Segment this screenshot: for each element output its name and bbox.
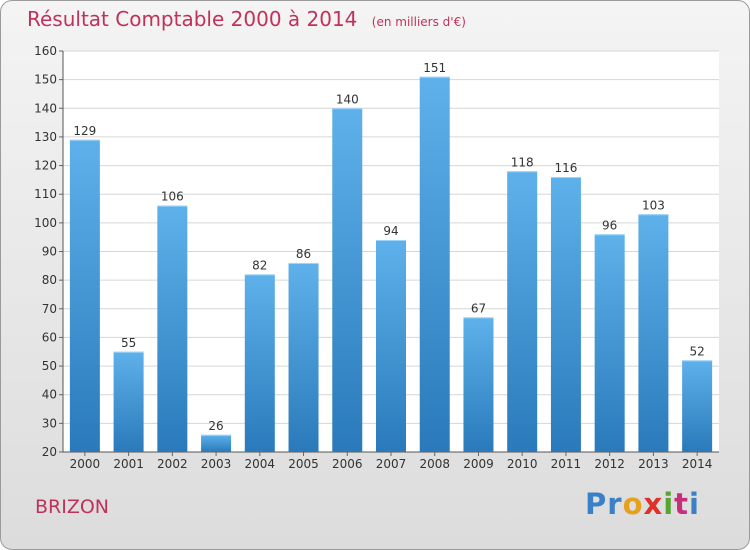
bar-value-label: 52	[689, 344, 704, 358]
bar	[69, 139, 100, 453]
x-tick-label: 2013	[638, 457, 669, 471]
y-tick-label: 70	[42, 302, 57, 316]
y-tick-label: 160	[34, 44, 57, 58]
logo-part: o	[622, 487, 644, 521]
bar	[157, 205, 188, 452]
x-tick-label: 2000	[70, 457, 101, 471]
bar-value-label: 86	[296, 247, 311, 261]
bar-value-label: 129	[73, 124, 96, 138]
bar-value-label: 116	[554, 161, 577, 175]
bar	[594, 234, 625, 452]
x-tick-label: 2006	[332, 457, 363, 471]
y-tick-label: 140	[34, 101, 57, 115]
x-tick-label: 2005	[288, 457, 319, 471]
y-tick-label: 40	[42, 388, 57, 402]
x-tick-label: 2009	[463, 457, 494, 471]
bar	[507, 171, 538, 453]
bar-value-label: 94	[383, 224, 398, 238]
town-name: BRIZON	[35, 496, 110, 518]
unit-note: (en milliers d'€)	[371, 15, 466, 29]
y-tick-label: 60	[42, 330, 57, 344]
bar	[419, 76, 450, 453]
title-text: Résultat Comptable 2000 à 2014	[27, 7, 358, 31]
x-tick-label: 2007	[376, 457, 407, 471]
x-tick-label: 2011	[551, 457, 582, 471]
y-tick-label: 100	[34, 216, 57, 230]
x-tick-label: 2004	[245, 457, 276, 471]
bar	[638, 214, 669, 452]
y-tick-label: 30	[42, 416, 57, 430]
x-tick-label: 2010	[507, 457, 538, 471]
bar-value-label: 82	[252, 258, 267, 272]
bar-value-label: 103	[642, 198, 665, 212]
y-tick-label: 130	[34, 130, 57, 144]
bar	[550, 177, 581, 452]
y-tick-label: 80	[42, 273, 57, 287]
bar-value-label: 140	[336, 92, 359, 106]
x-tick-label: 2012	[594, 457, 625, 471]
logo-part: t	[674, 487, 690, 521]
y-tick-label: 110	[34, 187, 57, 201]
x-tick-label: 2002	[157, 457, 188, 471]
x-tick-label: 2008	[419, 457, 450, 471]
logo-part: Pr	[585, 487, 623, 521]
chart-title: Résultat Comptable 2000 à 2014 (en milli…	[27, 7, 466, 31]
bar-value-label: 106	[161, 190, 184, 204]
bar	[288, 262, 319, 452]
bar-value-label: 55	[121, 336, 136, 350]
y-tick-label: 90	[42, 245, 57, 259]
bar	[332, 108, 363, 453]
logo-part: i	[689, 487, 700, 521]
x-tick-label: 2014	[682, 457, 713, 471]
bar	[244, 274, 275, 452]
bar	[113, 351, 144, 452]
y-tick-label: 50	[42, 359, 57, 373]
proxiti-logo: Proxiti	[585, 487, 700, 521]
x-tick-label: 2003	[201, 457, 232, 471]
logo-part: i	[663, 487, 675, 521]
logo-part: x	[643, 487, 664, 521]
y-tick-label: 150	[34, 73, 57, 87]
bar-value-label: 26	[208, 419, 223, 433]
bar	[682, 360, 713, 452]
y-tick-label: 20	[42, 445, 57, 459]
bar	[376, 240, 406, 452]
x-tick-label: 2001	[113, 457, 144, 471]
bar	[463, 317, 494, 452]
y-tick-label: 120	[34, 159, 57, 173]
bar	[201, 434, 232, 452]
bar-value-label: 67	[471, 301, 486, 315]
bar-value-label: 118	[511, 155, 534, 169]
bar-value-label: 96	[602, 218, 617, 232]
bar-value-label: 151	[423, 61, 446, 75]
